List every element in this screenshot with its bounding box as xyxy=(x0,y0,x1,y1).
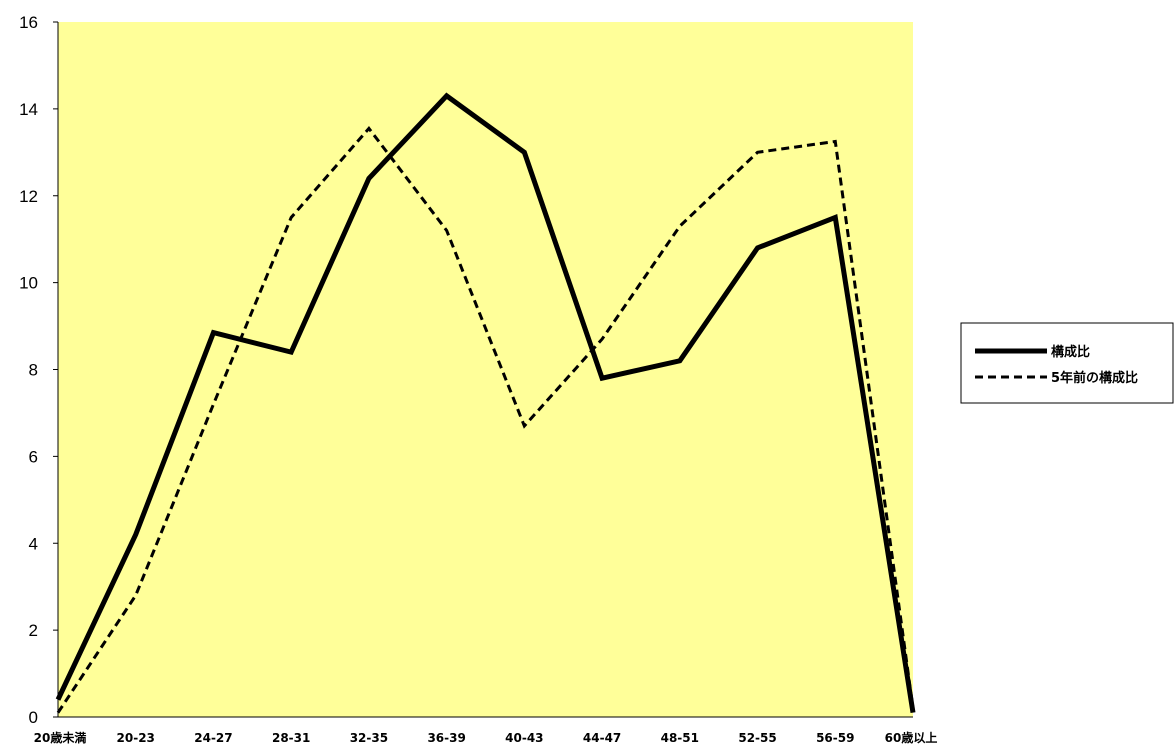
x-tick-label: 48-51 xyxy=(661,731,699,745)
y-tick-label: 10 xyxy=(19,274,38,293)
legend: 構成比 5年前の構成比 xyxy=(960,322,1174,404)
x-tick-label: 20-23 xyxy=(117,731,155,745)
y-tick-label: 0 xyxy=(29,708,38,727)
y-tick-label: 8 xyxy=(29,361,38,380)
legend-label-series-1: 5年前の構成比 xyxy=(1051,370,1138,386)
x-tick-label: 60歳以上 xyxy=(885,730,938,745)
x-tick-label: 32-35 xyxy=(350,731,388,745)
x-tick-label: 52-55 xyxy=(738,731,776,745)
y-tick-label: 14 xyxy=(19,100,38,119)
x-tick-label: 40-43 xyxy=(505,731,543,745)
y-tick-label: 6 xyxy=(29,447,38,466)
y-tick-label: 4 xyxy=(29,534,38,553)
y-tick-label: 12 xyxy=(19,187,38,206)
x-tick-label: 36-39 xyxy=(427,731,465,745)
x-tick-label: 44-47 xyxy=(583,731,621,745)
y-axis-ticks: 0 2 4 6 8 10 12 14 16 xyxy=(19,13,58,727)
x-tick-label: 28-31 xyxy=(272,731,310,745)
x-axis-ticks: 20歳未満 20-23 24-27 28-31 32-35 36-39 40-43 44-47… xyxy=(34,730,938,745)
series-line-1 xyxy=(56,126,915,714)
x-tick-label: 24-27 xyxy=(194,731,232,745)
legend-label-series-0: 構成比 xyxy=(1051,344,1090,360)
legend-box xyxy=(960,322,1174,404)
y-tick-label: 16 xyxy=(19,13,38,32)
series-layer xyxy=(55,92,916,714)
y-tick-label: 2 xyxy=(29,621,38,640)
x-tick-label: 56-59 xyxy=(816,731,854,745)
series-line-0 xyxy=(55,92,916,714)
x-tick-label: 20歳未満 xyxy=(34,730,87,745)
